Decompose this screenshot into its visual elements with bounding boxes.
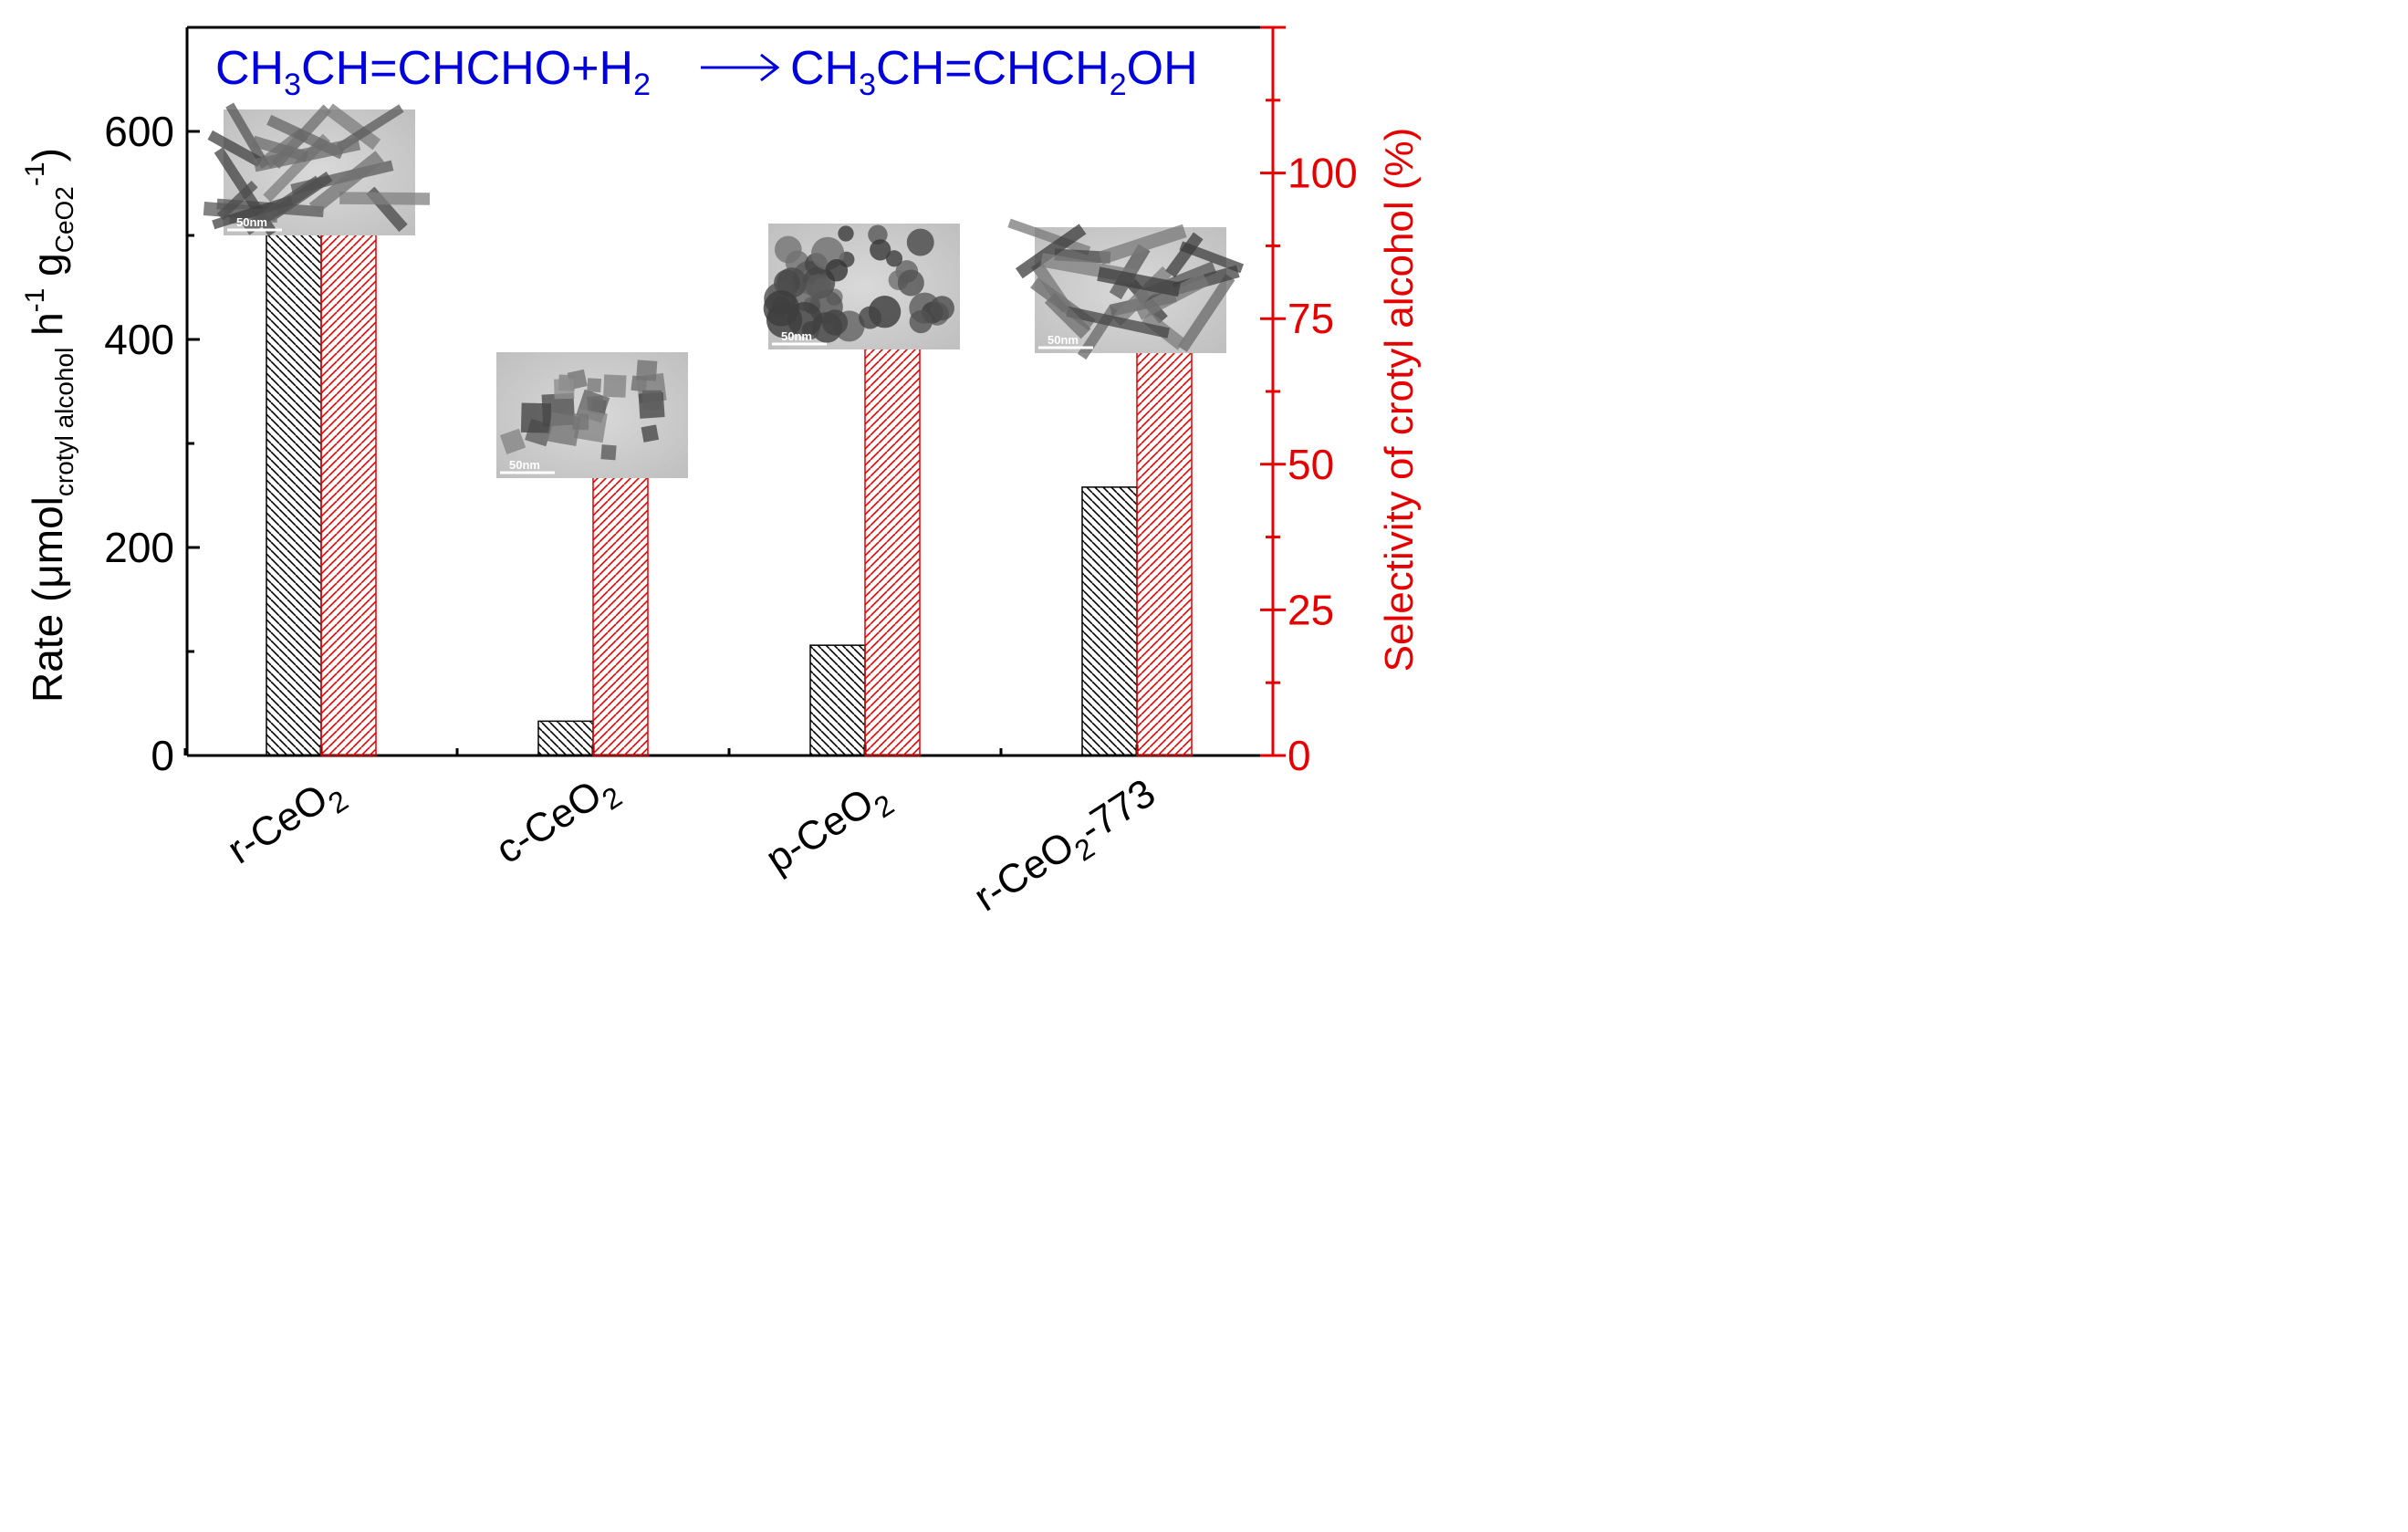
- tem-image-0: 50nm: [203, 102, 431, 237]
- tem-rod: [242, 175, 323, 235]
- tem-cube: [641, 390, 662, 411]
- bar-selectivity-1: [592, 469, 649, 756]
- tem-particle: [870, 239, 891, 261]
- bar-selectivity-2: [864, 335, 921, 756]
- tem-particle: [885, 250, 903, 267]
- tem-rod: [1015, 224, 1087, 279]
- tem-cube: [600, 444, 617, 461]
- tem-cube: [587, 395, 604, 413]
- reaction-arrow: [701, 53, 780, 82]
- tem-rod: [1165, 232, 1204, 278]
- chart: 0 200 400 600 0 25 50 75 100 50nm 50nm 50nm 50nm CH…: [20, 26, 1422, 913]
- right-tick-label: 25: [1287, 586, 1334, 633]
- tem-particle: [821, 309, 849, 336]
- right-axis-label: Selectivity of crotyl alcohol (%): [1377, 128, 1422, 672]
- tem-image-1: 50nm: [496, 352, 688, 478]
- bar-rate-2: [809, 644, 866, 756]
- left-tick-label: 200: [104, 524, 174, 571]
- tem-cube: [641, 424, 660, 443]
- tem-cube: [499, 428, 526, 454]
- tem-cube: [587, 378, 602, 393]
- reaction-equation: CH3CH=CHCHO+H2: [215, 42, 651, 102]
- tem-rod: [207, 130, 263, 168]
- tem-image-2: 50nm: [763, 224, 960, 349]
- scale-bar-label: 50nm: [781, 329, 812, 343]
- category-label-r-ceo2: r-CeO2: [220, 766, 354, 880]
- tem-particle: [909, 309, 933, 334]
- tem-image-3: 50nm: [1007, 218, 1245, 360]
- tem-rod: [253, 137, 361, 172]
- right-tick-label: 0: [1287, 732, 1311, 779]
- bar-rate-3: [1081, 486, 1138, 756]
- tem-rod: [216, 181, 258, 221]
- tem-cube: [554, 379, 575, 400]
- tem-rod: [1007, 218, 1091, 255]
- tem-rod: [325, 103, 381, 151]
- tem-rod: [308, 151, 384, 214]
- tem-rod: [212, 195, 294, 230]
- tem-cube: [603, 374, 627, 398]
- left-tick-label: 600: [104, 108, 174, 155]
- tem-particle: [897, 269, 924, 297]
- tem-rod: [1066, 306, 1170, 339]
- tem-particle: [806, 274, 831, 299]
- category-label-p-ceo2: p-CeO2: [758, 771, 900, 889]
- right-tick-label: 75: [1287, 295, 1334, 342]
- right-tick-label: 50: [1287, 441, 1334, 488]
- tem-particle: [906, 228, 934, 256]
- tem-particle: [868, 224, 888, 245]
- scale-bar-label: 50nm: [236, 215, 267, 229]
- tem-cube: [520, 402, 552, 433]
- scale-bar-label: 50nm: [1048, 333, 1079, 347]
- tem-rod: [1044, 292, 1091, 339]
- tem-rod: [1030, 260, 1072, 313]
- left-axis-label: Rate (μmolcrotyl alcohol h-1 gCeO2-1): [20, 148, 78, 703]
- tem-insets: 50nm 50nm 50nm 50nm: [203, 102, 1245, 478]
- bar-rate-0: [266, 174, 322, 756]
- tem-particle: [929, 296, 954, 321]
- tem-rod: [1098, 224, 1187, 266]
- bar-selectivity-3: [1136, 335, 1193, 756]
- tem-rod: [1177, 274, 1235, 352]
- reaction-equation-product: CH3CH=CHCH2OH: [790, 42, 1198, 102]
- bar-selectivity-0: [320, 213, 377, 756]
- tem-particle: [825, 258, 849, 282]
- tem-particle: [787, 301, 823, 338]
- category-labels: r-CeO2 c-CeO2 p-CeO2 r-CeO2-773: [220, 763, 1168, 913]
- tem-rod: [1134, 272, 1210, 320]
- left-tick-label: 400: [104, 316, 174, 363]
- category-label-r-ceo2-773: r-CeO2-773: [966, 770, 1168, 913]
- scale-bar-label: 50nm: [509, 458, 540, 472]
- tem-particle: [859, 306, 882, 329]
- axes: 0 200 400 600 0 25 50 75 100: [104, 26, 1358, 779]
- tem-rod: [339, 192, 431, 205]
- bars: [266, 174, 1193, 756]
- tem-particle: [838, 225, 854, 242]
- bar-rate-1: [537, 720, 594, 756]
- tem-cube: [636, 360, 658, 381]
- left-tick-label: 0: [151, 732, 174, 779]
- category-label-c-ceo2: c-CeO2: [488, 763, 628, 880]
- tem-rod: [225, 102, 270, 170]
- right-tick-label: 100: [1287, 150, 1358, 197]
- tem-rod: [1097, 266, 1181, 297]
- tem-cube: [547, 412, 581, 447]
